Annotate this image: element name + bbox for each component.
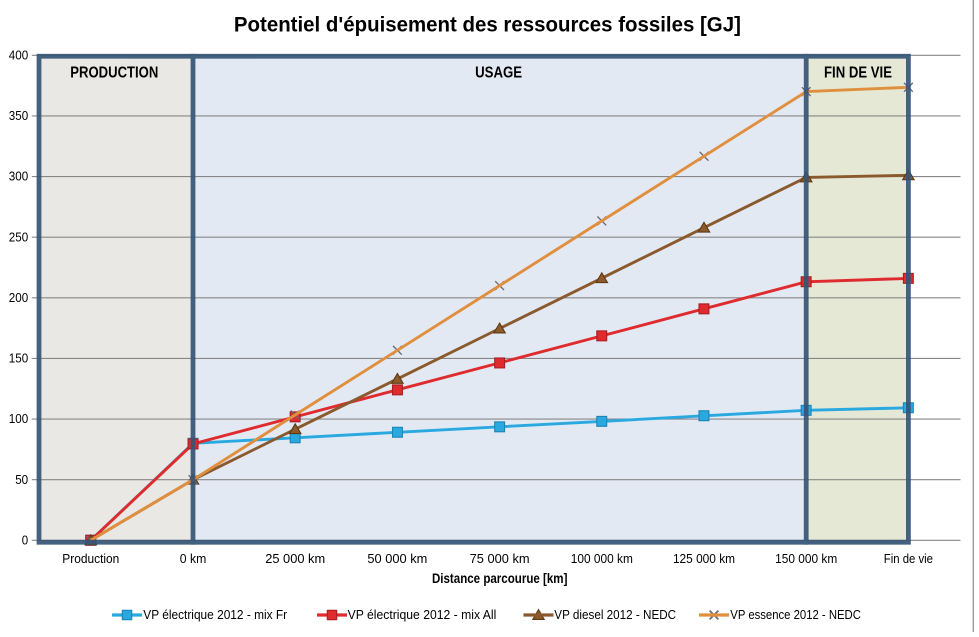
svg-text:0: 0	[22, 533, 28, 547]
svg-text:Fin de vie: Fin de vie	[884, 551, 933, 566]
svg-text:200: 200	[9, 291, 28, 305]
svg-text:VP électrique 2012 - mix All: VP électrique 2012 - mix All	[348, 607, 497, 622]
svg-text:150: 150	[9, 352, 28, 366]
svg-text:350: 350	[9, 109, 28, 123]
svg-text:Potentiel d'épuisement des res: Potentiel d'épuisement des ressources fo…	[234, 13, 741, 37]
svg-text:PRODUCTION: PRODUCTION	[70, 65, 158, 82]
svg-text:VP électrique 2012 - mix Fr: VP électrique 2012 - mix Fr	[143, 607, 287, 622]
svg-text:125 000 km: 125 000 km	[673, 551, 735, 566]
svg-text:0 km: 0 km	[180, 551, 207, 566]
svg-text:250: 250	[9, 230, 28, 244]
svg-text:150 000 km: 150 000 km	[775, 551, 837, 566]
svg-text:100 000 km: 100 000 km	[571, 551, 633, 566]
svg-text:VP essence 2012 - NEDC: VP essence 2012 - NEDC	[730, 607, 861, 622]
svg-text:300: 300	[9, 170, 28, 184]
svg-text:FIN DE VIE: FIN DE VIE	[824, 65, 892, 82]
svg-text:Production: Production	[62, 551, 119, 566]
svg-text:VP diesel 2012 - NEDC: VP diesel 2012 - NEDC	[554, 607, 676, 622]
svg-text:50 000 km: 50 000 km	[367, 551, 427, 566]
svg-text:100: 100	[9, 412, 28, 426]
svg-text:50: 50	[15, 473, 28, 487]
svg-text:Distance parcourue [km]: Distance parcourue [km]	[432, 570, 568, 586]
svg-text:25 000 km: 25 000 km	[265, 551, 325, 566]
svg-text:400: 400	[9, 48, 28, 62]
svg-text:75 000 km: 75 000 km	[470, 551, 530, 566]
svg-text:USAGE: USAGE	[475, 65, 522, 82]
